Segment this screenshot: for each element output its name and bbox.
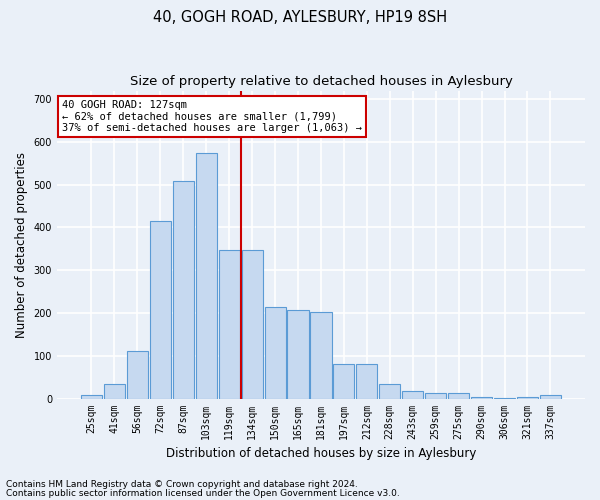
X-axis label: Distribution of detached houses by size in Aylesbury: Distribution of detached houses by size … bbox=[166, 447, 476, 460]
Bar bbox=[150, 221, 171, 398]
Text: Contains public sector information licensed under the Open Government Licence v3: Contains public sector information licen… bbox=[6, 488, 400, 498]
Bar bbox=[242, 250, 263, 398]
Bar bbox=[356, 364, 377, 398]
Y-axis label: Number of detached properties: Number of detached properties bbox=[15, 152, 28, 338]
Title: Size of property relative to detached houses in Aylesbury: Size of property relative to detached ho… bbox=[130, 75, 512, 88]
Bar bbox=[310, 312, 332, 398]
Bar bbox=[127, 350, 148, 399]
Text: 40 GOGH ROAD: 127sqm
← 62% of detached houses are smaller (1,799)
37% of semi-de: 40 GOGH ROAD: 127sqm ← 62% of detached h… bbox=[62, 100, 362, 133]
Bar bbox=[448, 394, 469, 398]
Bar bbox=[196, 152, 217, 398]
Bar bbox=[287, 310, 308, 398]
Bar bbox=[81, 395, 102, 398]
Bar bbox=[334, 364, 355, 398]
Bar bbox=[540, 395, 561, 398]
Bar bbox=[265, 308, 286, 398]
Bar bbox=[218, 250, 240, 398]
Bar bbox=[425, 394, 446, 398]
Bar bbox=[402, 391, 424, 398]
Text: Contains HM Land Registry data © Crown copyright and database right 2024.: Contains HM Land Registry data © Crown c… bbox=[6, 480, 358, 489]
Bar bbox=[379, 384, 400, 398]
Bar bbox=[173, 181, 194, 398]
Bar bbox=[104, 384, 125, 398]
Text: 40, GOGH ROAD, AYLESBURY, HP19 8SH: 40, GOGH ROAD, AYLESBURY, HP19 8SH bbox=[153, 10, 447, 25]
